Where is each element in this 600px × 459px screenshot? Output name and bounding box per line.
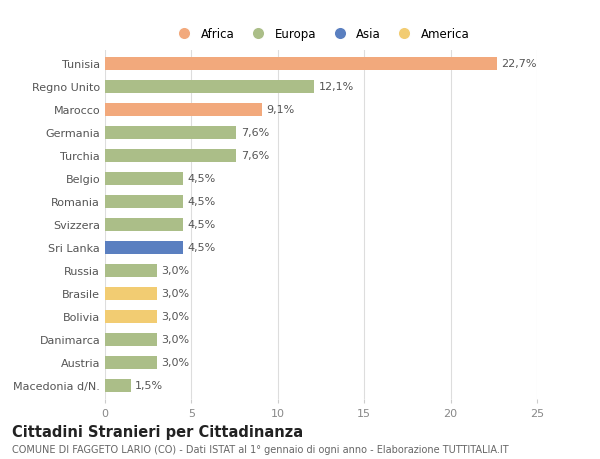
Legend: Africa, Europa, Asia, America: Africa, Europa, Asia, America — [172, 28, 470, 41]
Text: COMUNE DI FAGGETO LARIO (CO) - Dati ISTAT al 1° gennaio di ogni anno - Elaborazi: COMUNE DI FAGGETO LARIO (CO) - Dati ISTA… — [12, 444, 509, 454]
Text: 9,1%: 9,1% — [266, 105, 295, 115]
Text: 4,5%: 4,5% — [187, 174, 215, 184]
Text: 12,1%: 12,1% — [319, 82, 353, 92]
Bar — [105, 173, 183, 185]
Bar — [105, 356, 157, 369]
Text: 1,5%: 1,5% — [135, 381, 163, 391]
Bar — [105, 150, 236, 162]
Bar — [105, 58, 497, 71]
Bar — [105, 218, 183, 231]
Bar — [105, 333, 157, 346]
Bar — [105, 127, 236, 140]
Text: 3,0%: 3,0% — [161, 266, 189, 276]
Bar — [105, 287, 157, 300]
Text: 3,0%: 3,0% — [161, 289, 189, 299]
Bar — [105, 81, 314, 94]
Bar — [105, 264, 157, 277]
Text: 3,0%: 3,0% — [161, 335, 189, 345]
Text: 22,7%: 22,7% — [502, 59, 537, 69]
Bar — [105, 241, 183, 254]
Text: 3,0%: 3,0% — [161, 312, 189, 322]
Bar — [105, 310, 157, 323]
Text: 7,6%: 7,6% — [241, 151, 269, 161]
Bar — [105, 104, 262, 117]
Text: Cittadini Stranieri per Cittadinanza: Cittadini Stranieri per Cittadinanza — [12, 425, 303, 440]
Bar — [105, 379, 131, 392]
Text: 7,6%: 7,6% — [241, 128, 269, 138]
Text: 4,5%: 4,5% — [187, 243, 215, 253]
Text: 4,5%: 4,5% — [187, 197, 215, 207]
Bar — [105, 196, 183, 208]
Text: 3,0%: 3,0% — [161, 358, 189, 368]
Text: 4,5%: 4,5% — [187, 220, 215, 230]
